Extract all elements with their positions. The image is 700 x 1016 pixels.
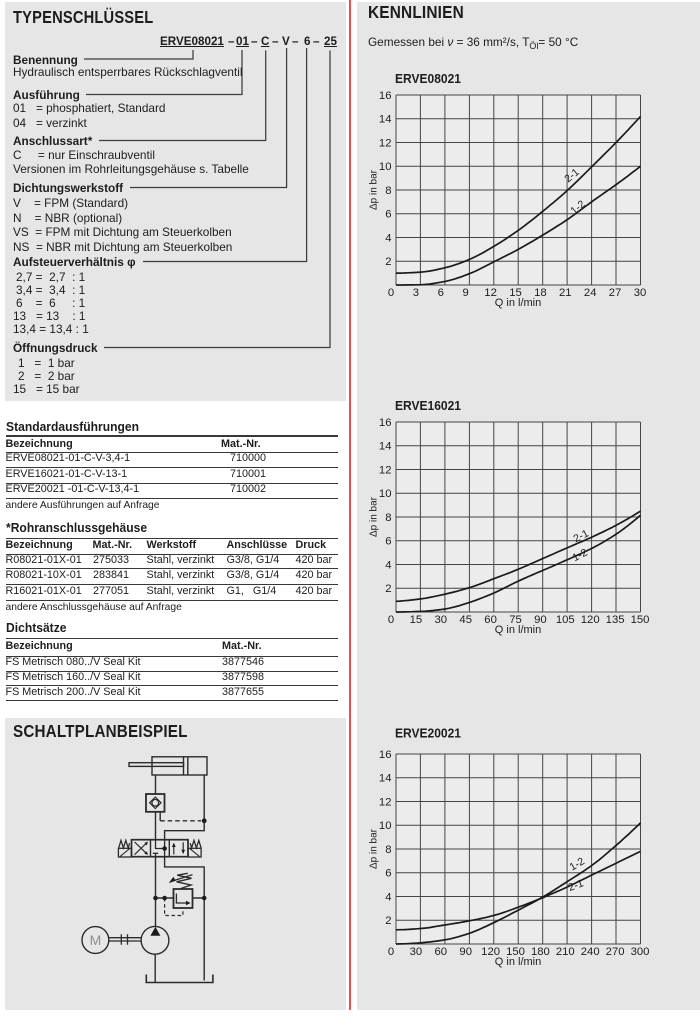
svg-text:2: 2 [385,583,391,595]
svg-text:0: 0 [388,287,394,299]
svg-text:Q in l/min: Q in l/min [495,297,541,309]
svg-text:4: 4 [385,232,391,244]
svg-text:30: 30 [634,287,647,299]
svg-text:150: 150 [631,614,650,626]
svg-text:ERVE08021: ERVE08021 [395,71,461,86]
svg-text:10: 10 [379,161,392,173]
svg-text:0: 0 [388,946,394,958]
svg-text:120: 120 [481,946,500,958]
svg-text:75: 75 [509,614,522,626]
svg-text:150: 150 [506,946,525,958]
svg-text:ERVE16021: ERVE16021 [395,398,461,413]
svg-text:15: 15 [410,614,423,626]
svg-text:4: 4 [385,891,391,903]
svg-text:4: 4 [385,559,391,571]
svg-text:2-1: 2-1 [567,877,586,894]
svg-text:14: 14 [379,114,392,126]
svg-text:210: 210 [556,946,575,958]
svg-text:12: 12 [484,287,497,299]
svg-text:120: 120 [581,614,600,626]
svg-text:ERVE20021: ERVE20021 [395,726,461,741]
svg-text:10: 10 [379,820,392,832]
svg-text:10: 10 [379,488,392,500]
svg-text:27: 27 [609,287,622,299]
svg-text:30: 30 [410,946,423,958]
svg-text:M: M [90,932,102,948]
svg-text:2: 2 [385,915,391,927]
svg-text:16: 16 [379,90,392,102]
svg-text:24: 24 [584,287,597,299]
svg-text:6: 6 [438,287,444,299]
svg-text:300: 300 [631,946,650,958]
svg-text:240: 240 [581,946,600,958]
svg-text:Δp in bar: Δp in bar [369,169,380,210]
svg-text:90: 90 [534,614,547,626]
svg-text:14: 14 [379,441,392,453]
svg-text:2: 2 [385,256,391,268]
svg-text:Q in l/min: Q in l/min [495,956,541,968]
svg-text:16: 16 [379,749,392,761]
svg-text:270: 270 [606,946,625,958]
svg-text:135: 135 [606,614,625,626]
svg-text:6: 6 [385,536,391,548]
svg-text:12: 12 [379,137,392,149]
svg-text:180: 180 [531,946,550,958]
svg-text:6: 6 [385,868,391,880]
svg-text:8: 8 [385,844,391,856]
svg-text:Δp in bar: Δp in bar [369,496,380,537]
svg-text:30: 30 [435,614,448,626]
svg-text:16: 16 [379,417,392,429]
svg-text:9: 9 [463,287,469,299]
svg-text:18: 18 [534,287,547,299]
svg-text:15: 15 [509,287,522,299]
svg-text:6: 6 [385,209,391,221]
svg-text:12: 12 [379,464,392,476]
svg-text:60: 60 [484,614,497,626]
svg-text:90: 90 [459,946,472,958]
svg-text:0: 0 [388,614,394,626]
svg-text:8: 8 [385,185,391,197]
svg-text:45: 45 [459,614,472,626]
svg-text:12: 12 [379,796,392,808]
svg-text:Q in l/min: Q in l/min [495,624,541,636]
svg-text:3: 3 [413,287,419,299]
svg-text:105: 105 [556,614,575,626]
svg-text:14: 14 [379,773,392,785]
svg-text:Δp in bar: Δp in bar [369,828,380,869]
svg-text:21: 21 [559,287,572,299]
svg-text:60: 60 [435,946,448,958]
svg-text:8: 8 [385,512,391,524]
